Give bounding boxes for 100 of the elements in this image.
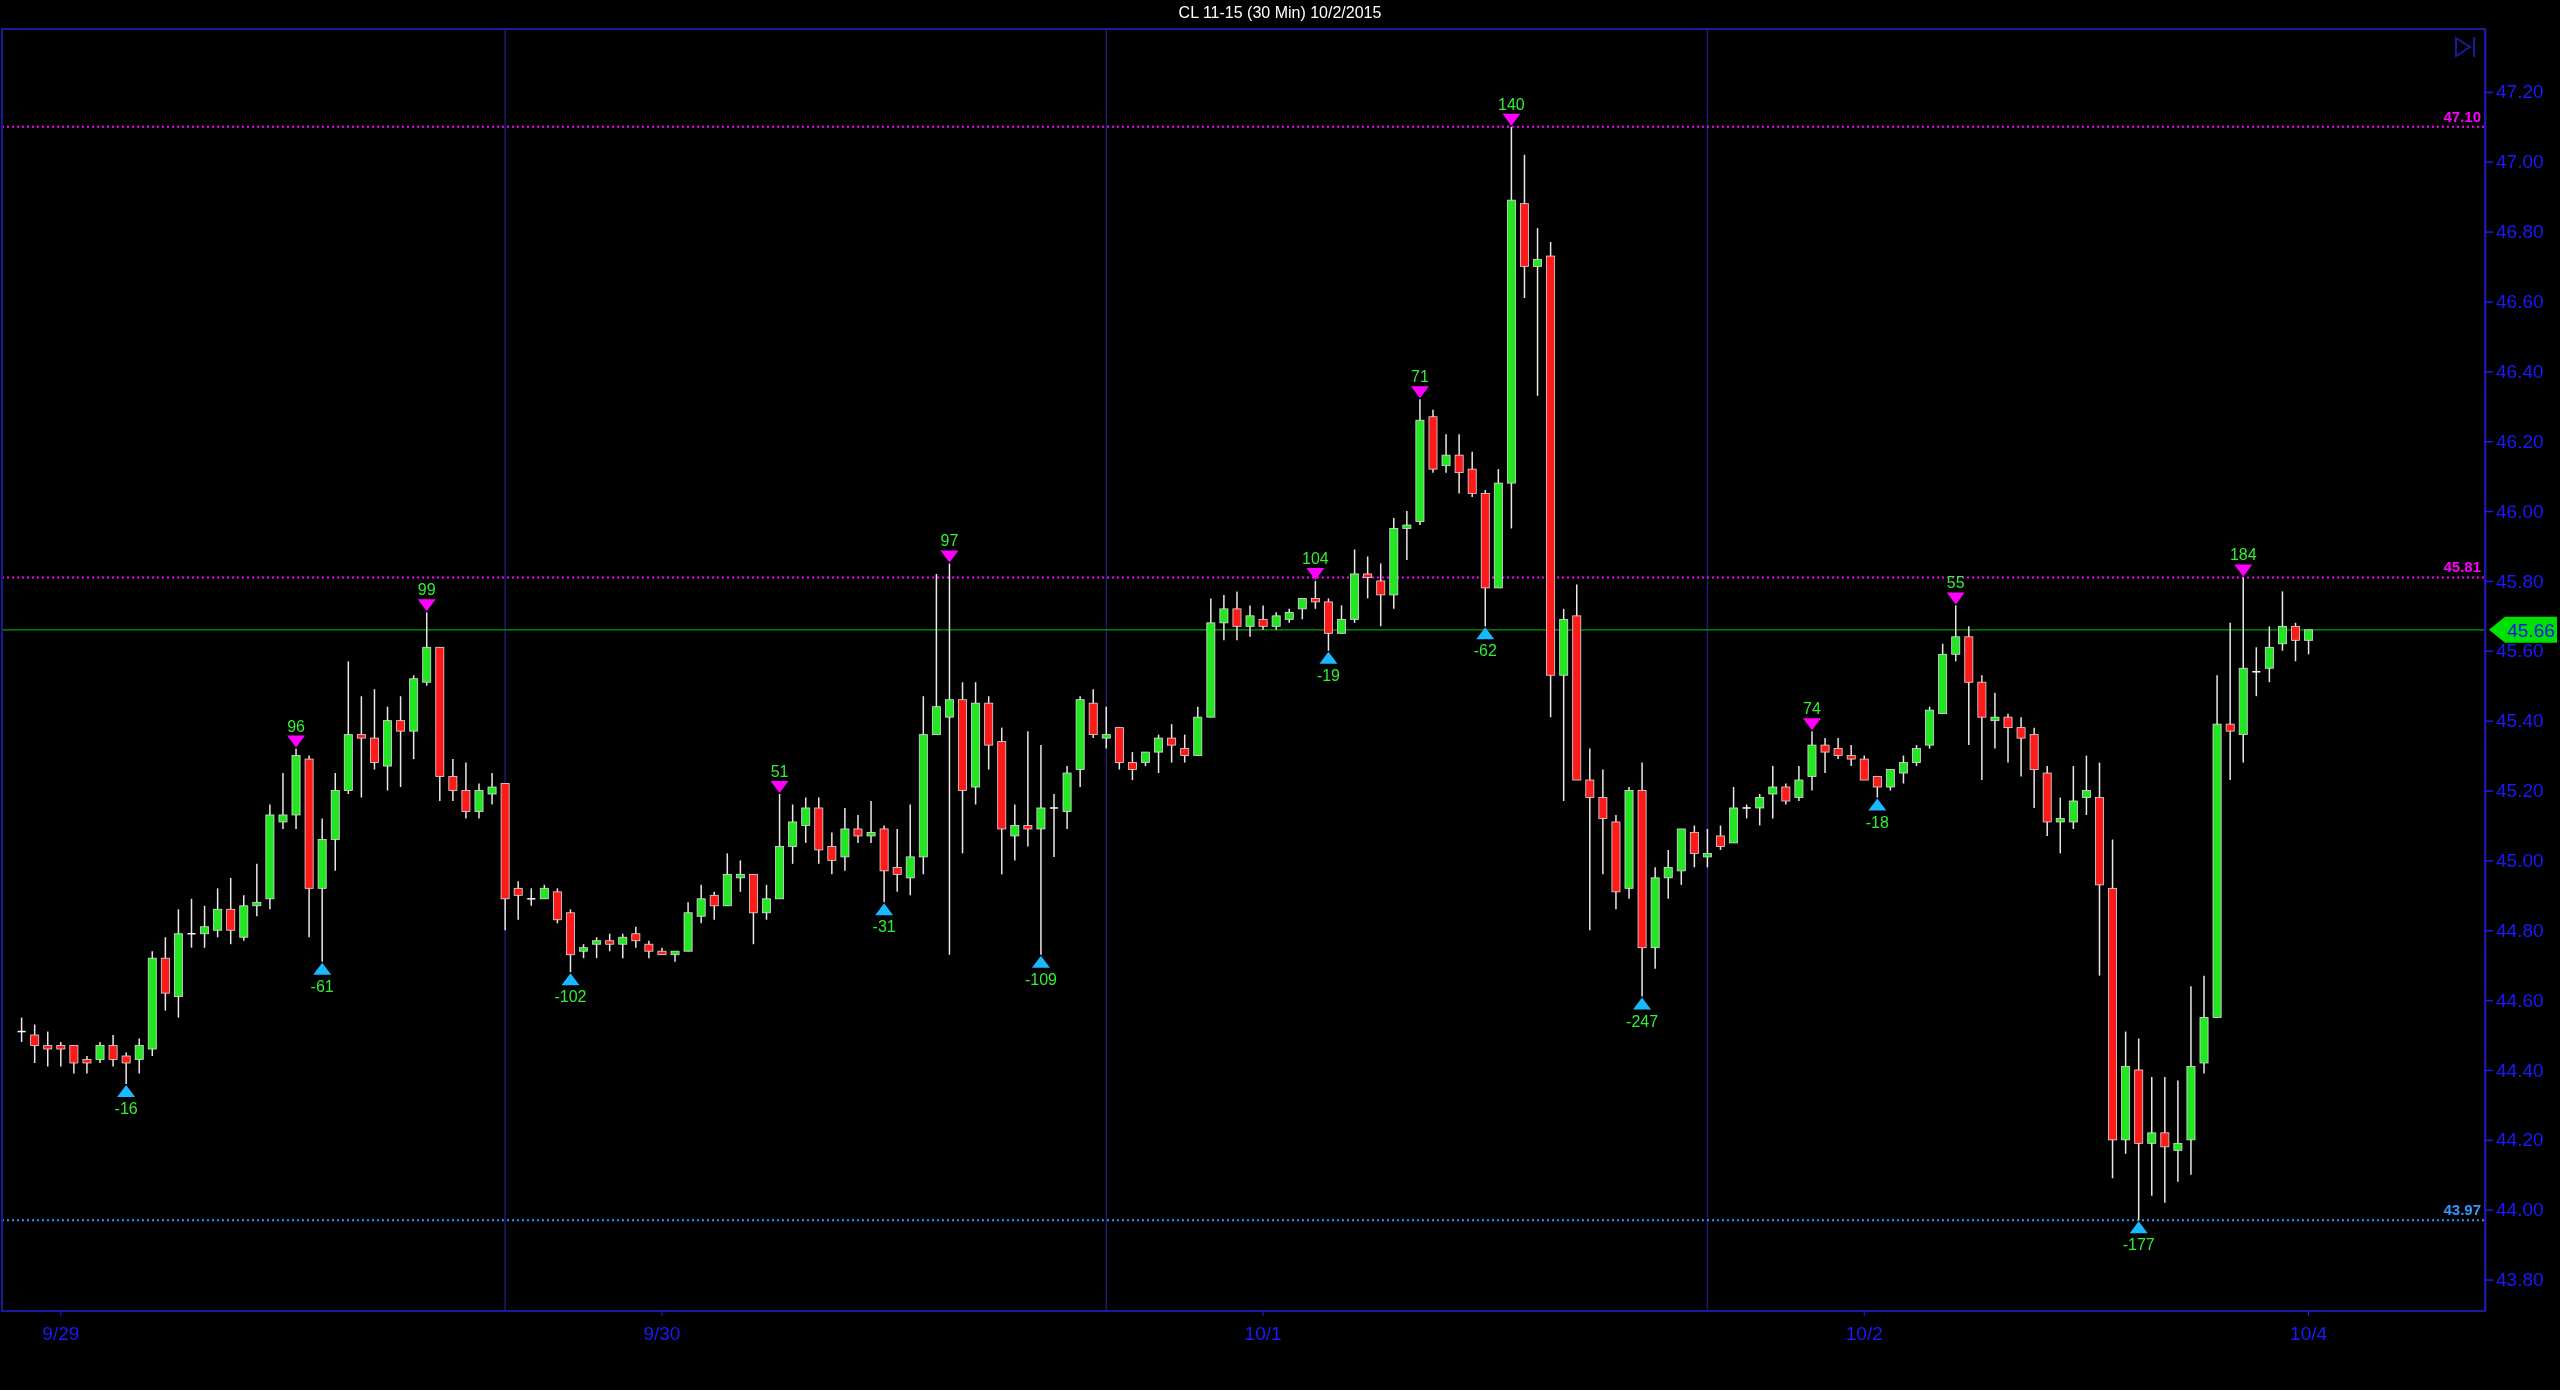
candlestick [1768, 765, 1778, 820]
annotation: -247 [1626, 1012, 1659, 1030]
candlestick [696, 884, 706, 925]
annotation: 99 [417, 581, 436, 599]
annotation: -19 [1316, 666, 1341, 684]
candlestick [1794, 765, 1804, 802]
candlestick [1951, 604, 1961, 663]
candlestick [1036, 744, 1046, 956]
candlestick [1781, 782, 1791, 806]
candlestick [2304, 629, 2314, 656]
candlestick [1245, 604, 1255, 638]
y-tick-label: 46.40 [2496, 360, 2544, 382]
annotation: -31 [872, 918, 896, 936]
candlestick [1402, 510, 1412, 561]
x-tick-label: 9/30 [643, 1323, 681, 1344]
candlestick [1232, 590, 1242, 642]
candlestick [1702, 828, 1712, 869]
annotation: 55 [1946, 574, 1965, 592]
candlestick [1219, 594, 1229, 642]
annotation: -102 [554, 988, 587, 1006]
candlestick [853, 814, 863, 844]
candlestick [1833, 737, 1843, 760]
annotation: 51 [770, 763, 789, 781]
candlestick [2277, 590, 2287, 652]
candlestick [56, 1041, 66, 1068]
x-tick-label: 9/29 [42, 1323, 80, 1344]
x-tick-label: 10/2 [1845, 1323, 1883, 1344]
candlestick [2160, 1076, 2170, 1204]
y-tick-label: 45.20 [2496, 780, 2544, 802]
candlestick [356, 695, 366, 799]
candlestick [2225, 622, 2235, 781]
candlestick [200, 905, 210, 949]
candlestick [2016, 716, 2026, 778]
candlestick [1820, 737, 1830, 774]
candlestick [1990, 691, 2000, 750]
candlestick [2173, 1079, 2183, 1183]
candlestick [1533, 227, 1542, 397]
candlestick [1337, 604, 1346, 635]
x-tick-label: 10/1 [1244, 1323, 1282, 1344]
candlestick [1689, 824, 1699, 869]
candlestick [1101, 705, 1111, 750]
y-tick-label: 44.20 [2496, 1129, 2544, 1151]
candlestick [278, 772, 288, 830]
y-tick-label: 44.60 [2496, 989, 2544, 1011]
y-tick-label: 47.00 [2496, 151, 2544, 173]
candlestick [30, 1023, 40, 1064]
candlestick [1180, 733, 1190, 764]
annotation: -62 [1473, 642, 1497, 660]
candlestick [1049, 793, 1059, 858]
candlestick [2081, 754, 2091, 816]
candlestick [801, 796, 811, 844]
candlestick [69, 1044, 79, 1075]
y-tick-label: 46.60 [2496, 291, 2544, 313]
candlestick [1872, 775, 1882, 799]
candlestick [631, 926, 641, 949]
candlestick [618, 932, 628, 959]
candlestick [1310, 580, 1320, 610]
candlestick [892, 828, 902, 893]
candlestick [461, 761, 471, 820]
candlestick [709, 891, 719, 921]
ref-line-label: 43.97 [2443, 1201, 2481, 1219]
y-tick-label: 46.20 [2496, 430, 2544, 452]
candlestick [2291, 622, 2300, 663]
candlestick [213, 887, 223, 938]
candlestick [1755, 793, 1765, 827]
candlestick [1010, 803, 1020, 862]
candlestick [1885, 768, 1895, 792]
candlestick [1846, 744, 1856, 767]
candlestick [1376, 562, 1386, 628]
y-tick-label: 44.40 [2496, 1059, 2544, 1081]
candlestick [1859, 754, 1869, 781]
candlestick [2068, 765, 2078, 830]
candlestick [1585, 747, 1595, 931]
candlestick [474, 782, 484, 820]
candlestick [487, 772, 497, 806]
y-tick-label: 45.40 [2496, 710, 2544, 732]
candlestick [1167, 723, 1177, 764]
candlestick [2147, 1076, 2157, 1197]
annotation: -16 [114, 1099, 138, 1117]
candlestick [1454, 433, 1464, 495]
candlestick [43, 1030, 53, 1068]
y-tick-label: 46.00 [2496, 500, 2544, 522]
y-tick-label: 44.80 [2496, 919, 2544, 941]
candlestick [396, 695, 406, 788]
candlestick [1023, 730, 1033, 848]
y-tick-label: 45.00 [2496, 849, 2544, 871]
annotation: 184 [2229, 546, 2257, 564]
candlestick [252, 863, 262, 918]
candlestick [1127, 751, 1137, 781]
candlestick [1297, 597, 1307, 621]
candlestick [1912, 744, 1921, 767]
y-tick-label: 44.00 [2496, 1199, 2544, 1221]
y-tick-label: 46.80 [2496, 221, 2544, 243]
candlestick [1154, 733, 1163, 774]
candlestick [735, 859, 745, 893]
candlestick [448, 758, 458, 802]
candlestick [945, 562, 954, 956]
annotation: 96 [287, 717, 306, 735]
candlestick [134, 1037, 144, 1075]
candlestick [108, 1034, 118, 1068]
